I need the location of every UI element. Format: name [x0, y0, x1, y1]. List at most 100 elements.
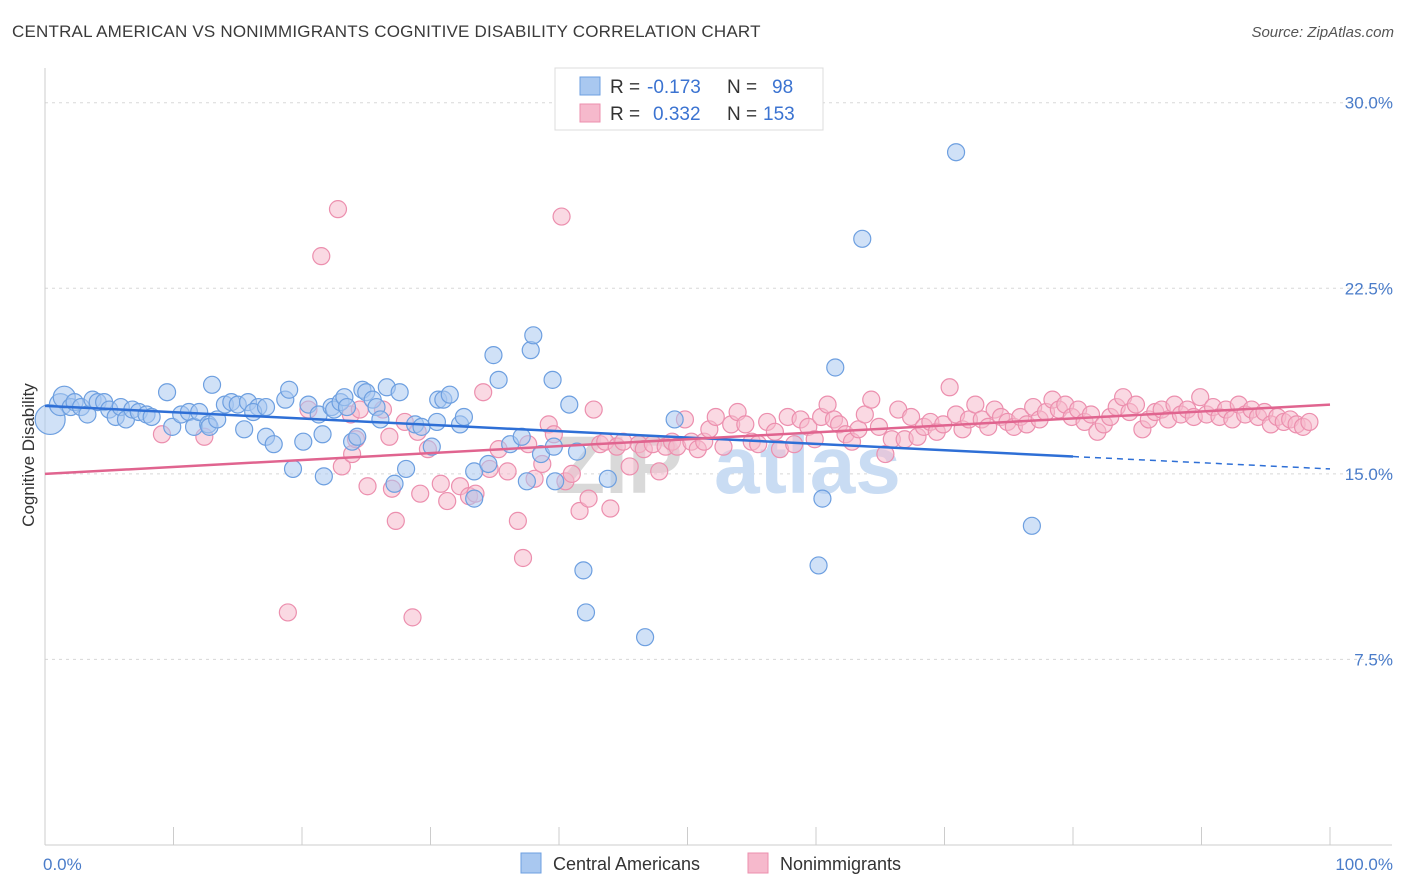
nonimmigrants-point-5: [328, 200, 348, 219]
nonimmigrants-point-22: [438, 491, 457, 511]
nonimmigrants-point-85: [869, 417, 889, 436]
nonimmigrants-point-39: [562, 464, 581, 483]
central-americans-point-78: [517, 472, 536, 491]
central-americans-point-19: [163, 417, 182, 436]
nonimmigrants-trendline: [44, 403, 1331, 476]
central-americans-point-63: [412, 417, 431, 436]
central-americans-point-57: [371, 410, 390, 429]
central-americans-point-87: [574, 561, 593, 580]
legend-r-label-pink: R =: [610, 104, 640, 125]
nonimmigrants-point-42: [584, 400, 603, 419]
nonimmigrants-point-90: [901, 407, 921, 427]
trendlines: [44, 403, 1331, 476]
legend-n-label-pink: N =: [727, 104, 757, 125]
central-americans-trendline-extension: [1072, 455, 1331, 470]
nonimmigrants-point-30: [508, 511, 527, 530]
axes: [44, 68, 1392, 846]
central-americans-point-26: [202, 375, 222, 394]
legend-n-value-pink: 153: [763, 104, 795, 125]
central-americans-point-65: [427, 412, 447, 432]
central-americans-point-18: [157, 383, 177, 402]
central-americans-point-64: [422, 437, 441, 456]
central-americans-point-84: [546, 472, 565, 491]
central-americans-point-92: [813, 489, 832, 508]
nonimmigrants-point-29: [498, 462, 517, 481]
central-americans-point-94: [826, 358, 845, 377]
nonimmigrants-point-31: [513, 548, 533, 568]
central-americans-point-75: [489, 370, 508, 389]
central-americans-point-85: [560, 395, 579, 414]
nonimmigrants-point-4: [312, 247, 331, 266]
x-tick-label-0: 0.0%: [43, 855, 82, 874]
central-americans-point-17: [142, 407, 161, 427]
x-tick-label-1: 100.0%: [1335, 855, 1393, 874]
nonimmigrants-point-15: [386, 511, 405, 530]
central-americans-point-41: [294, 432, 313, 451]
nonimmigrants-point-17: [403, 608, 422, 627]
central-americans-point-50: [337, 397, 357, 417]
series-legend: Central Americans Nonimmigrants: [520, 852, 901, 874]
central-americans-point-31: [235, 420, 254, 439]
nonimmigrants-point-84: [862, 390, 881, 409]
correlation-legend: R = -0.173 N = 98 R = 0.332 N = 153: [554, 67, 824, 131]
central-americans-point-88: [576, 603, 596, 622]
nonimmigrants-point-45: [601, 499, 620, 518]
central-americans-point-52: [348, 427, 367, 446]
central-americans-point-73: [479, 454, 498, 474]
legend-r-label-blue: R =: [610, 77, 640, 98]
nonimmigrants-point-67: [749, 435, 768, 454]
x-tick-labels: 0.0% 100.0%: [43, 855, 1393, 874]
series-legend-nonimmigrants: Nonimmigrants: [780, 854, 901, 874]
legend-swatch-pink: [579, 103, 601, 123]
central-americans-point-80: [524, 326, 543, 345]
central-americans-point-40: [283, 459, 303, 479]
legend-r-value-blue: -0.173: [647, 77, 701, 98]
central-americans-point-72: [465, 462, 484, 481]
central-americans-points: [34, 143, 1041, 647]
nonimmigrants-point-152: [1300, 412, 1319, 432]
nonimmigrants-point-37: [552, 207, 571, 226]
gridlines: [45, 102, 1392, 660]
source-label: Source: ZipAtlas.com: [1251, 24, 1394, 41]
legend-r-value-pink: 0.332: [653, 104, 701, 125]
nonimmigrants-point-135: [1191, 388, 1210, 407]
nonimmigrants-point-19: [411, 484, 430, 503]
chart-title: CENTRAL AMERICAN VS NONIMMIGRANTS COGNIT…: [12, 22, 761, 41]
y-tick-label-0: 7.5%: [1354, 650, 1393, 669]
central-americans-point-44: [313, 425, 332, 444]
nonimmigrants-point-69: [765, 422, 784, 441]
nonimmigrants-point-96: [940, 378, 959, 397]
central-americans-trendline: [44, 404, 1074, 458]
y-tick-label-3: 30.0%: [1345, 94, 1393, 113]
central-americans-point-71: [465, 489, 484, 508]
nonimmigrants-point-11: [358, 477, 377, 496]
central-americans-point-59: [385, 474, 404, 493]
series-legend-swatch-nonimmigrants: [747, 852, 769, 874]
central-americans-point-37: [264, 435, 283, 454]
central-americans-point-45: [314, 467, 333, 486]
central-americans-point-97: [853, 229, 872, 248]
central-americans-point-89: [598, 469, 617, 488]
central-americans-point-95: [1022, 516, 1041, 535]
nonimmigrants-point-2: [278, 603, 297, 622]
y-tick-label-2: 22.5%: [1345, 279, 1393, 298]
nonimmigrants-point-125: [1126, 395, 1146, 414]
y-axis-label: Cognitive Disability: [19, 383, 38, 527]
y-tick-label-1: 15.0%: [1345, 465, 1393, 484]
central-americans-point-35: [256, 397, 276, 417]
nonimmigrants-point-26: [474, 383, 493, 402]
nonimmigrants-point-40: [570, 501, 589, 521]
series-legend-swatch-central-americans: [520, 852, 542, 874]
series-legend-central-americans: Central Americans: [553, 854, 700, 874]
central-americans-point-39: [280, 380, 299, 399]
y-tick-labels: 7.5% 15.0% 22.5% 30.0%: [1345, 94, 1393, 670]
central-americans-point-82: [543, 370, 562, 389]
nonimmigrants-points: [152, 200, 1319, 627]
nonimmigrants-point-41: [579, 489, 598, 508]
legend-n-label-blue: N =: [727, 77, 757, 98]
legend-n-value-blue: 98: [772, 77, 793, 98]
central-americans-point-74: [484, 346, 503, 365]
nonimmigrants-point-21: [431, 474, 450, 493]
nonimmigrants-point-65: [736, 415, 755, 434]
